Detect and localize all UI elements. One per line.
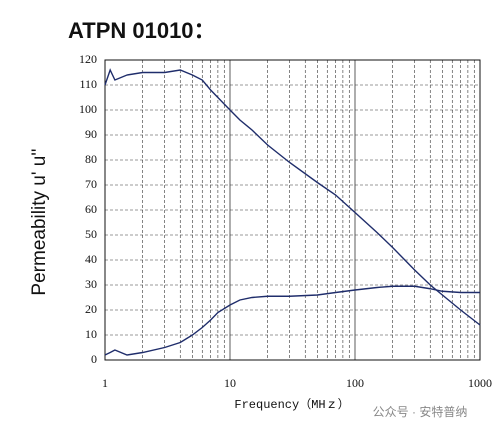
chart-title: ATPN 01010： — [68, 18, 216, 43]
data-line — [104, 285, 480, 356]
x-tick-label: 100 — [346, 376, 364, 390]
x-tick-label: 10 — [224, 376, 236, 390]
y-tick-label: 30 — [85, 277, 97, 291]
y-tick-label: 80 — [85, 152, 97, 166]
x-tick-label: 1 — [102, 376, 108, 390]
y-axis-label: Permeability u' u'' — [29, 148, 50, 295]
y-tick-label: 10 — [85, 327, 97, 341]
x-axis-label: Frequency（MHｚ） — [234, 397, 349, 412]
y-tick-label: 40 — [85, 252, 97, 266]
watermark: 公众号 · 安特普纳 — [373, 404, 468, 419]
y-tick-label: 70 — [85, 177, 97, 191]
y-tick-label: 90 — [85, 127, 97, 141]
y-tick-label: 120 — [79, 52, 97, 66]
y-tick-label: 20 — [85, 302, 97, 316]
plot-frame — [104, 59, 481, 361]
y-tick-label: 60 — [85, 202, 97, 216]
data-line — [104, 68, 481, 326]
y-tick-label: 100 — [79, 102, 97, 116]
y-tick-label: 110 — [79, 77, 97, 91]
y-tick-label: 50 — [85, 227, 97, 241]
x-tick-label: 1000 — [468, 376, 492, 390]
y-tick-label: 0 — [91, 352, 97, 366]
